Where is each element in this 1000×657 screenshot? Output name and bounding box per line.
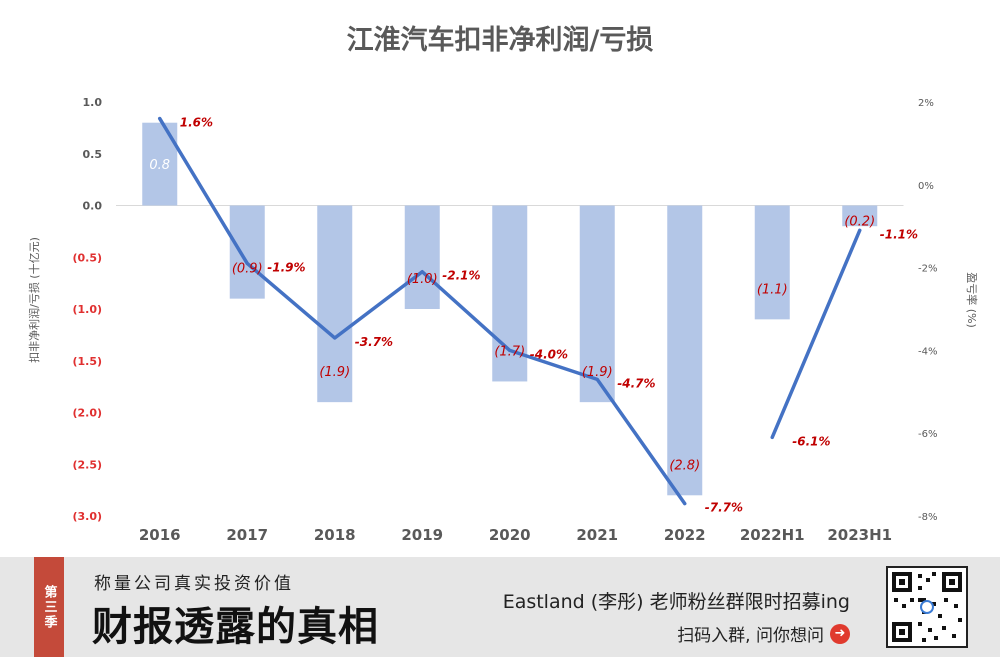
bar-value-label: (0.2): [844, 215, 875, 230]
y2-axis-label: 盈亏率 (%): [965, 272, 979, 328]
y2-tick-label: -8%: [918, 512, 937, 523]
y-tick-label: (2.0): [72, 407, 102, 420]
x-tick-label: 2020: [489, 526, 531, 544]
line-value-label: -1.1%: [880, 227, 918, 241]
y-tick-label: (0.5): [72, 251, 102, 264]
y2-tick-label: 0%: [918, 181, 934, 192]
bar: [667, 205, 703, 496]
y2-tick-label: -2%: [918, 264, 937, 275]
bar: [229, 205, 265, 299]
line-point: [858, 228, 862, 232]
season-tag: 第三季: [34, 557, 64, 657]
cta-row[interactable]: 扫码入群, 问你想问 ➜: [677, 621, 850, 646]
y-tick-label: (3.0): [72, 510, 102, 523]
line-point: [683, 502, 687, 506]
line-value-label: -4.0%: [530, 347, 568, 361]
line-value-label: 1.6%: [180, 116, 213, 130]
line-value-label: -4.7%: [617, 376, 655, 390]
x-tick-label: 2016: [139, 526, 181, 544]
line-value-label: -7.7%: [705, 501, 743, 515]
x-tick-label: 2022: [664, 526, 706, 544]
line-point: [158, 117, 162, 121]
cta-text: 扫码入群, 问你想问: [677, 626, 824, 646]
y2-tick-label: -4%: [918, 346, 937, 357]
line-point: [770, 435, 774, 439]
y-tick-label: (2.5): [72, 458, 102, 471]
bar-value-label: (0.9): [232, 262, 263, 277]
bar: [754, 205, 790, 320]
x-tick-label: 2023H1: [827, 526, 892, 544]
line-point: [420, 270, 424, 274]
x-tick-label: 2018: [314, 526, 356, 544]
qr-code-icon: [892, 572, 962, 642]
bar: [579, 205, 615, 403]
chart: 江淮汽车扣非净利润/亏损 1.0 0.5 0.0 (0.5) (1.0) (1.5) (2.0…: [27, 24, 979, 544]
series-line: [770, 228, 862, 440]
footer-subtitle: 称量公司真实投资价值: [94, 574, 294, 594]
bar: [317, 205, 353, 403]
bar-value-label: (1.9): [582, 365, 613, 380]
x-tick-label: 2022H1: [740, 526, 805, 544]
bar-value-label: 0.8: [149, 158, 170, 173]
x-tick-label: 2017: [226, 526, 268, 544]
y-tick-label: 0.5: [83, 148, 103, 161]
y-tick-label: (1.0): [72, 303, 102, 316]
bar-value-label: (1.9): [319, 365, 350, 380]
line-value-label: -6.1%: [792, 434, 830, 448]
qr-code[interactable]: [886, 566, 968, 648]
y2-tick-label: 2%: [918, 98, 934, 109]
y-tick-label: (1.5): [72, 355, 102, 368]
x-tick-label: 2019: [401, 526, 443, 544]
line-value-label: -3.7%: [355, 335, 393, 349]
line-point: [333, 336, 337, 340]
line-point: [508, 348, 512, 352]
line-point: [595, 377, 599, 381]
bar: [842, 205, 878, 227]
recruit-text: Eastland (李彤) 老师粉丝群限时招募ing: [502, 591, 850, 613]
y-tick-label: 1.0: [83, 96, 103, 109]
bar-value-label: (2.8): [669, 458, 700, 473]
bar: [404, 205, 440, 309]
y-axis-label: 扣非净利润/亏损 (十亿元): [27, 237, 41, 363]
line-value-label: -1.9%: [267, 260, 305, 274]
y2-tick-label: -6%: [918, 429, 937, 440]
chart-title: 江淮汽车扣非净利润/亏损: [347, 24, 654, 56]
y-tick-label: 0.0: [83, 200, 103, 213]
bar-value-label: (1.7): [494, 344, 525, 359]
line-value-label: -2.1%: [442, 269, 480, 283]
x-tick-label: 2021: [576, 526, 618, 544]
bar-value-label: (1.0): [407, 272, 438, 287]
footer-main-title: 财报透露的真相: [92, 603, 379, 650]
line-point: [245, 261, 249, 265]
arrow-right-icon: ➜: [830, 623, 850, 644]
bar-value-label: (1.1): [757, 282, 788, 297]
